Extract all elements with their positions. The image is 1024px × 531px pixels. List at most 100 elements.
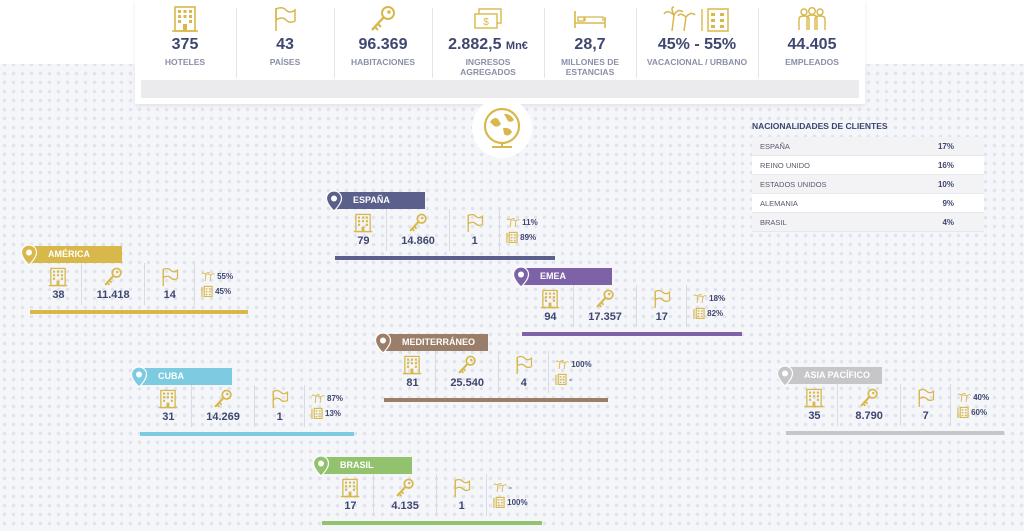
region-urban-pct: 13% bbox=[325, 409, 342, 418]
region-stats: 38 11.418 14 55% 45% bbox=[36, 263, 244, 305]
region-vacation-pct: 87% bbox=[327, 394, 344, 403]
region-countries-value: 1 bbox=[471, 235, 478, 247]
stat-employees: 44.405 EMPLEADOS bbox=[759, 0, 865, 84]
region-vacation-pct: 18% bbox=[709, 294, 726, 303]
stat-holiday-urban: 45% - 55% VACACIONAL / URBANO bbox=[637, 0, 757, 84]
region-tag: ESPAÑA bbox=[335, 192, 425, 209]
location-pin-icon bbox=[512, 266, 530, 288]
region-name: ASIA PACÍFICO bbox=[804, 370, 871, 380]
region-rooms-value: 14.269 bbox=[206, 411, 240, 423]
region-countries-value: 17 bbox=[655, 311, 668, 323]
palm-icon bbox=[957, 391, 972, 405]
flag-icon bbox=[237, 4, 333, 34]
building-icon bbox=[693, 307, 705, 321]
palm-icon bbox=[555, 358, 570, 372]
flag-icon bbox=[653, 289, 671, 309]
region-stats: 94 17.357 17 18% 82% bbox=[528, 285, 738, 327]
region-hotels: 17 bbox=[328, 474, 373, 516]
region-stats: 17 4.135 1 - 100% bbox=[328, 474, 538, 516]
stat-value: 44.405 bbox=[787, 36, 837, 53]
region-urban-pct: - bbox=[569, 375, 572, 384]
hotel-icon bbox=[402, 355, 422, 375]
region-rooms-value: 4.135 bbox=[391, 500, 419, 512]
region-underline bbox=[384, 398, 608, 402]
region-countries-value: 7 bbox=[922, 410, 929, 422]
hotel-icon bbox=[804, 388, 824, 408]
hotel-icon bbox=[158, 389, 178, 409]
region-rooms-value: 25.540 bbox=[450, 377, 484, 389]
palm-icon bbox=[506, 216, 521, 230]
region-card-mediterraneo: MEDITERRÁNEO 81 25.540 4 100% - bbox=[374, 332, 608, 406]
hotel-icon bbox=[540, 289, 560, 309]
region-hotels: 38 bbox=[36, 263, 81, 305]
region-rooms-value: 17.357 bbox=[588, 311, 622, 323]
region-hotels: 31 bbox=[146, 385, 191, 427]
region-tag: CUBA bbox=[140, 368, 232, 385]
region-vacation-pct: 100% bbox=[571, 360, 592, 369]
hotel-icon bbox=[340, 478, 360, 498]
region-vacation-pct: 55% bbox=[217, 272, 234, 281]
location-pin-icon bbox=[325, 190, 343, 212]
stat-value: 2.882,5 Mn€ bbox=[448, 36, 528, 53]
stat-value: 43 bbox=[276, 36, 294, 53]
region-hotels: 79 bbox=[341, 209, 386, 251]
building-icon bbox=[493, 496, 505, 510]
region-urban-pct: 100% bbox=[507, 498, 528, 507]
stats-footer-bar bbox=[141, 80, 859, 98]
building-icon bbox=[506, 231, 518, 245]
region-card-brasil: BRASIL 17 4.135 1 - 100% bbox=[312, 455, 542, 529]
region-countries-value: 1 bbox=[458, 500, 465, 512]
region-tag: MEDITERRÁNEO bbox=[384, 334, 488, 351]
location-pin-icon bbox=[374, 332, 392, 354]
stat-countries: 43 PAÍSES bbox=[237, 0, 333, 84]
region-vacation-pct: 11% bbox=[522, 218, 538, 227]
region-mix: 40% 60% bbox=[950, 384, 1000, 426]
region-hotels: 81 bbox=[390, 351, 435, 393]
region-mix: 100% - bbox=[548, 351, 604, 393]
flag-icon bbox=[453, 478, 471, 498]
region-stats: 35 8.790 7 40% 60% bbox=[792, 384, 1000, 426]
region-mix: 87% 13% bbox=[304, 385, 350, 427]
palm-building-icon bbox=[637, 4, 757, 34]
region-countries: 17 bbox=[636, 285, 686, 327]
region-card-america: AMÉRICA 38 11.418 14 55% 45% bbox=[20, 244, 248, 318]
region-name: ESPAÑA bbox=[353, 195, 390, 205]
money-icon: $ bbox=[433, 4, 543, 34]
region-stats: 31 14.269 1 87% 13% bbox=[146, 385, 350, 427]
region-vacation-pct: 40% bbox=[973, 393, 990, 402]
stat-label: INGRESOS AGREGADOS bbox=[460, 57, 516, 77]
region-vacation-pct: - bbox=[509, 483, 512, 492]
region-rooms-value: 14.860 bbox=[401, 235, 435, 247]
region-urban-pct: 60% bbox=[971, 408, 988, 417]
region-underline bbox=[140, 432, 354, 436]
region-stats: 81 25.540 4 100% - bbox=[390, 351, 604, 393]
region-card-asia-pacifico: ASIA PACÍFICO 35 8.790 7 40% 60% bbox=[776, 365, 1004, 439]
table-row: REINO UNIDO 16% bbox=[752, 156, 984, 175]
nationalities-title: NACIONALIDADES DE CLIENTES bbox=[752, 121, 888, 131]
region-name: BRASIL bbox=[340, 460, 374, 470]
region-underline bbox=[522, 332, 742, 336]
key-icon bbox=[213, 389, 233, 409]
region-rooms-value: 11.418 bbox=[96, 289, 130, 301]
location-pin-icon bbox=[130, 366, 148, 388]
region-rooms: 4.135 bbox=[372, 474, 436, 516]
region-countries: 4 bbox=[498, 351, 548, 393]
table-row: ESPAÑA 17% bbox=[752, 137, 984, 156]
region-hotels-value: 81 bbox=[406, 377, 419, 389]
table-row: ESTADOS UNIDOS 10% bbox=[752, 175, 984, 194]
palm-icon bbox=[311, 392, 325, 406]
stat-label: EMPLEADOS bbox=[785, 57, 839, 67]
region-hotels-value: 35 bbox=[808, 410, 821, 422]
region-underline bbox=[786, 431, 1004, 435]
region-mix: 55% 45% bbox=[194, 263, 244, 305]
region-tag: EMEA bbox=[522, 268, 612, 285]
region-rooms: 25.540 bbox=[434, 351, 498, 393]
bed-icon bbox=[545, 4, 635, 34]
region-rooms: 17.357 bbox=[572, 285, 636, 327]
flag-icon bbox=[161, 267, 179, 287]
region-tag: BRASIL bbox=[322, 457, 412, 474]
region-hotels: 94 bbox=[528, 285, 573, 327]
region-name: MEDITERRÁNEO bbox=[402, 337, 476, 347]
region-countries-value: 14 bbox=[163, 289, 176, 301]
hotel-icon bbox=[135, 4, 235, 34]
